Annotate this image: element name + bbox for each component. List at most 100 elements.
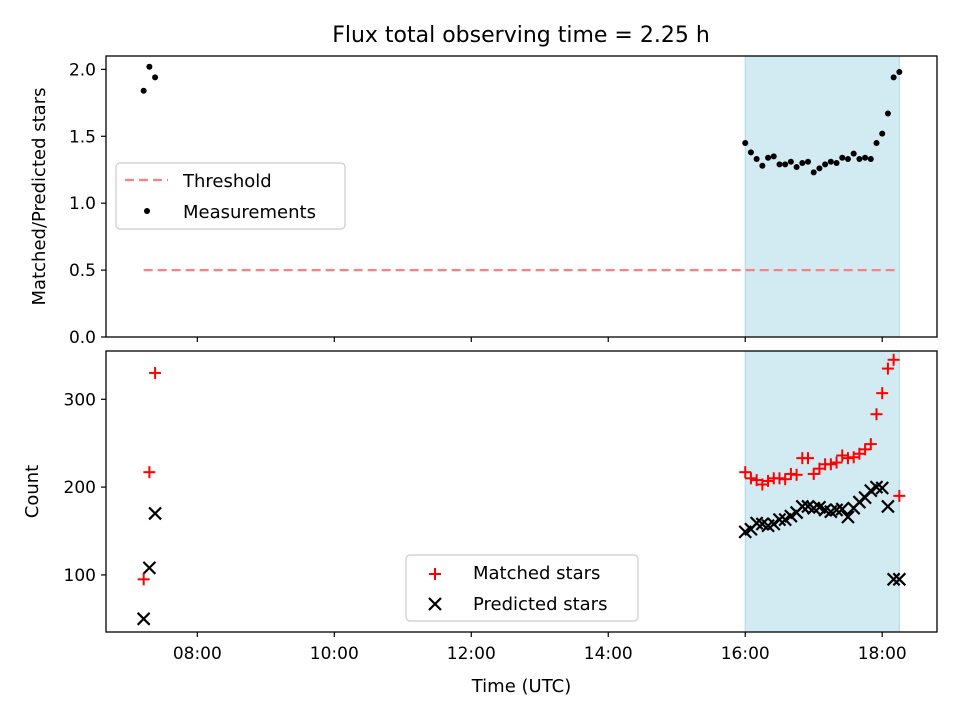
ratio-panel: 0.0 0.5 1.0 1.5 2.0 Matched/Predicted stars bbox=[29, 55, 938, 348]
cross-b bbox=[749, 516, 764, 530]
bottom-x-tick-label: 16:00 bbox=[721, 644, 770, 664]
measurement-point bbox=[140, 87, 147, 94]
measurement-point bbox=[850, 150, 857, 157]
matched-star-point bbox=[143, 466, 156, 479]
bottom-x-tick-label: 10:00 bbox=[310, 644, 359, 664]
measurement-point bbox=[879, 130, 886, 137]
matched-star-point bbox=[830, 456, 843, 469]
predicted-star-point bbox=[772, 512, 787, 527]
bottom-y-tick-label: 100 bbox=[64, 566, 96, 586]
matched-star-point bbox=[864, 438, 877, 451]
bottom-x-tick-label: 08:00 bbox=[173, 644, 222, 664]
measurement-point bbox=[867, 156, 874, 163]
legend-frame bbox=[405, 554, 639, 622]
cross-b bbox=[869, 480, 884, 494]
predicted-star-point bbox=[875, 481, 889, 495]
predicted-star-point bbox=[148, 506, 162, 521]
bottom-legend: Matched stars Predicted stars bbox=[405, 554, 639, 622]
bottom-axis-ticks: 100 200 300 08:00 10:00 12:00 14:00 16:00 18:00 bbox=[64, 390, 907, 664]
top-y-tick-label: 2.0 bbox=[69, 60, 96, 80]
measurement-point bbox=[146, 63, 153, 70]
cross-b bbox=[812, 500, 827, 515]
measurement-point bbox=[844, 156, 851, 163]
measurement-point bbox=[753, 156, 760, 163]
matched-star-point bbox=[802, 452, 815, 465]
matched-star-point bbox=[137, 573, 150, 586]
matched-star-point bbox=[876, 387, 889, 400]
top-y-tick-label: 0.0 bbox=[69, 328, 96, 348]
matched-star-point bbox=[790, 468, 803, 481]
legend-predicted-label: Predicted stars bbox=[473, 594, 607, 615]
cross-b bbox=[772, 512, 787, 527]
measurement-point bbox=[770, 153, 777, 160]
matched-star-point bbox=[893, 489, 906, 502]
top-axes-frame bbox=[105, 55, 938, 338]
matched-star-point bbox=[859, 443, 872, 456]
predicted-star-point bbox=[881, 499, 895, 514]
bottom-x-tick-label: 18:00 bbox=[858, 644, 907, 664]
measurement-point bbox=[747, 149, 754, 156]
measurement-point bbox=[884, 110, 891, 117]
legend-predicted-swatch bbox=[428, 597, 442, 611]
measurement-point bbox=[833, 160, 840, 167]
legend-measurements-label: Measurements bbox=[183, 202, 316, 223]
measurement-point bbox=[799, 160, 806, 167]
bottom-axes-frame bbox=[105, 350, 938, 633]
cross-b bbox=[841, 510, 855, 524]
measurement-point bbox=[776, 161, 783, 168]
bottom-y-tick-label: 300 bbox=[64, 390, 96, 410]
measurement-point bbox=[759, 162, 766, 169]
bottom-x-tick-label: 14:00 bbox=[584, 644, 633, 664]
predicted-star-point bbox=[886, 572, 901, 587]
matched-star-point bbox=[149, 366, 162, 379]
cross-b bbox=[835, 502, 850, 516]
predicted-star-point bbox=[841, 510, 855, 524]
measurement-point bbox=[787, 158, 794, 165]
top-y-tick-label: 0.5 bbox=[69, 261, 96, 281]
measurement-point bbox=[862, 154, 869, 161]
measurement-point bbox=[873, 139, 880, 146]
cross-b bbox=[148, 506, 162, 521]
measurement-point bbox=[896, 69, 903, 76]
top-y-axis-label: Matched/Predicted stars bbox=[29, 88, 50, 306]
top-shaded-interval bbox=[744, 55, 900, 338]
cross-b bbox=[875, 481, 889, 495]
matched-star-point bbox=[824, 458, 837, 471]
top-y-tick-label: 1.5 bbox=[69, 127, 96, 147]
measurement-point bbox=[822, 161, 829, 168]
matched-star-point bbox=[881, 362, 894, 375]
predicted-star-point bbox=[835, 502, 850, 516]
cross-b bbox=[795, 499, 810, 514]
matched-star-point bbox=[870, 408, 883, 421]
matched-star-point bbox=[739, 466, 752, 479]
matched-star-point bbox=[744, 472, 757, 485]
measurement-point bbox=[816, 165, 823, 172]
bottom-x-tick-label: 12:00 bbox=[447, 644, 496, 664]
predicted-star-point bbox=[892, 572, 907, 587]
measurement-point bbox=[805, 158, 812, 165]
cross-b bbox=[136, 612, 151, 626]
cross-b bbox=[142, 561, 157, 575]
measurement-point bbox=[827, 158, 834, 165]
predicted-star-point bbox=[136, 612, 151, 626]
measurement-point bbox=[765, 154, 772, 161]
measurements-series bbox=[140, 63, 903, 176]
matched-star-point bbox=[887, 353, 900, 366]
measurement-point bbox=[793, 164, 800, 171]
matched-star-point bbox=[807, 467, 820, 480]
cross-b bbox=[755, 517, 770, 531]
predicted-star-point bbox=[795, 499, 810, 514]
legend-matched-label: Matched stars bbox=[473, 563, 600, 584]
measurement-point bbox=[742, 139, 749, 146]
cross-b bbox=[892, 572, 907, 587]
predicted-star-point bbox=[142, 561, 157, 575]
counts-series bbox=[136, 353, 907, 626]
matched-star-point bbox=[762, 474, 775, 487]
matched-star-point bbox=[779, 473, 792, 486]
measurement-point bbox=[782, 161, 789, 168]
chart-title: Flux total observing time = 2.25 h bbox=[332, 23, 710, 48]
top-axis-ticks: 0.0 0.5 1.0 1.5 2.0 bbox=[69, 60, 883, 348]
x-axis-label: Time (UTC) bbox=[471, 676, 572, 697]
